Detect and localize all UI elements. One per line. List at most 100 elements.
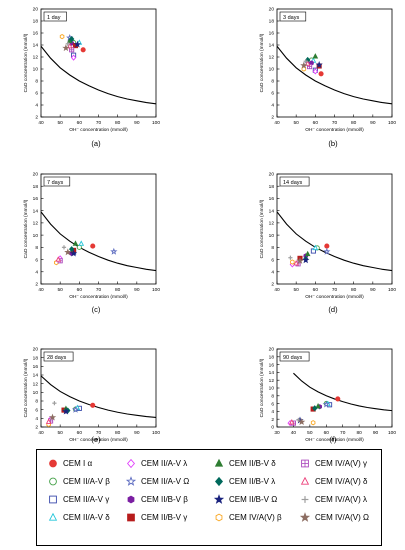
x-tick-label: 30 (274, 430, 280, 436)
y-tick-label: 16 (33, 364, 39, 370)
y-tick-label: 2 (35, 425, 38, 431)
y-tick-label: 12 (33, 381, 39, 387)
y-tick-label: 10 (269, 67, 275, 73)
x-axis-label: OH⁻ concentration (mmol/l) (69, 127, 128, 133)
legend-marker-shape (215, 476, 223, 487)
data-point (73, 40, 82, 48)
legend-item: CEM II/B-V Ω (213, 494, 277, 505)
chart-panel: 40 50 60 70 80 90 100 2 4 6 8 10 12 14 16 18 20 OH⁻ conce… (259, 172, 396, 300)
legend-label: CEM II/A-V λ (141, 459, 188, 468)
data-point (293, 259, 300, 266)
y-tick-label: 14 (33, 43, 39, 49)
x-tick-label: 60 (77, 287, 83, 293)
legend-item: CEM II/A-V β (47, 476, 110, 487)
threshold-curve (41, 375, 156, 419)
legend-marker-shape (127, 458, 135, 469)
chart-title-box (279, 11, 307, 22)
y-tick-label: 4 (35, 103, 38, 109)
y-tick-label: 10 (33, 67, 39, 73)
plot-frame (276, 8, 393, 118)
y-tick-label: 8 (271, 79, 274, 85)
x-tick-label: 70 (96, 287, 102, 293)
data-point (55, 256, 62, 262)
plot-frame (40, 173, 157, 285)
data-point (288, 255, 293, 260)
threshold-curve (277, 45, 392, 105)
data-point (303, 59, 308, 64)
x-tick-label: 70 (96, 120, 102, 126)
panel-label: (b) (328, 139, 338, 148)
y-tick-label: 8 (35, 399, 38, 405)
data-point (61, 245, 67, 250)
x-tick-label: 50 (293, 120, 299, 126)
y-tick-label: 0 (271, 425, 274, 431)
legend-marker-shape (49, 459, 57, 468)
chart-panel: 40 50 60 70 80 90 100 2 4 6 8 10 12 14 16 18 20 OH⁻ conce… (23, 7, 160, 133)
data-point (72, 240, 79, 246)
y-tick-label: 12 (269, 55, 275, 61)
data-point (80, 47, 86, 53)
legend-marker (127, 513, 135, 522)
x-tick-label: 70 (332, 287, 338, 293)
plot-frame (40, 348, 157, 428)
y-tick-label: 4 (271, 409, 274, 415)
legend-marker-shape (214, 458, 224, 467)
legend-item: CEM IV/A(V) δ (299, 476, 367, 487)
data-point (64, 248, 72, 256)
x-tick-label: 80 (351, 120, 357, 126)
chart-title: 90 days (283, 355, 303, 361)
legend-item: CEM II/B-V γ (125, 512, 187, 523)
legend-label: CEM II/B-V Ω (229, 495, 278, 504)
y-tick-label: 2 (271, 282, 274, 288)
y-axis-label: CaO concentration (mmol/l) (259, 33, 265, 92)
legend-marker-shape (49, 495, 57, 504)
chart-panel: 40 50 60 70 80 90 100 2 4 6 8 10 12 14 16 18 20 OH⁻ conce… (23, 347, 160, 443)
y-tick-label: 12 (33, 221, 39, 227)
legend-marker-shape (301, 496, 309, 503)
data-point (59, 33, 65, 40)
data-point (304, 250, 311, 257)
legend-marker (127, 495, 135, 504)
x-axis-label: OH⁻ concentration (mmol/l) (69, 437, 128, 443)
data-point (312, 405, 318, 412)
x-tick-label: 80 (356, 430, 362, 436)
legend-item: CEM II/B-V δ (213, 458, 276, 469)
x-tick-label: 60 (313, 287, 319, 293)
x-tick-label: 40 (38, 430, 44, 436)
x-tick-label: 50 (307, 430, 313, 436)
x-tick-label: 40 (38, 120, 44, 126)
legend-marker (301, 459, 309, 468)
y-axis-label: CaO concentration (mmol/l) (23, 199, 29, 258)
legend-label: CEM II/B-V λ (229, 477, 276, 486)
y-tick-label: 16 (269, 31, 275, 37)
data-point (68, 246, 75, 253)
y-tick-label: 14 (33, 208, 39, 214)
data-point (302, 256, 310, 264)
chart-title-box (43, 351, 74, 362)
y-tick-label: 2 (271, 115, 274, 121)
y-tick-label: 6 (271, 401, 274, 407)
y-axis-label: CaO concentration (mmol/l) (23, 358, 29, 417)
legend-item: CEM II/B-V β (125, 494, 188, 505)
legend-item: CEM II/A-V λ (125, 458, 187, 469)
data-point (312, 53, 319, 59)
legend-item: CEM IV/A(V) Ω (299, 512, 369, 523)
x-tick-label: 100 (152, 430, 160, 436)
legend-label: CEM II/A-V δ (63, 513, 110, 522)
legend-marker-shape (299, 512, 311, 522)
legend-label: CEM II/B-V β (141, 495, 188, 504)
x-tick-label: 100 (152, 120, 160, 126)
legend-marker-shape (48, 512, 58, 521)
y-tick-label: 2 (35, 282, 38, 288)
y-tick-label: 16 (33, 196, 39, 202)
legend-item: CEM II/A-V Ω (125, 476, 189, 487)
x-tick-label: 90 (373, 430, 379, 436)
data-point (310, 420, 316, 426)
plot-frame (40, 8, 157, 118)
data-point (110, 247, 118, 255)
y-tick-label: 8 (35, 245, 38, 251)
legend-label: CEM II/B-V δ (229, 459, 276, 468)
data-point (322, 400, 330, 408)
panel-label: (e) (91, 435, 101, 444)
y-tick-label: 18 (33, 355, 39, 361)
